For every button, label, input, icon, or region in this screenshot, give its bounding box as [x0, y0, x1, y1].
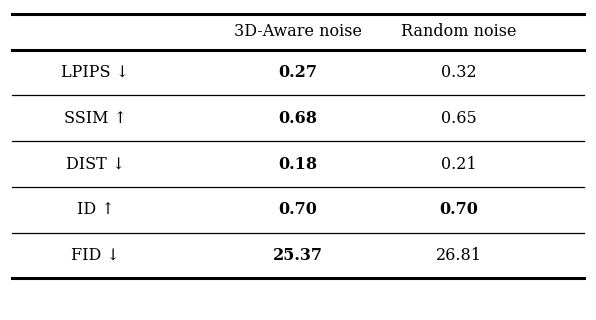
Text: 25.37: 25.37: [273, 247, 323, 264]
Text: 0.70: 0.70: [439, 201, 479, 218]
Text: Random noise: Random noise: [401, 23, 517, 41]
Text: 0.70: 0.70: [278, 201, 318, 218]
Text: 26.81: 26.81: [436, 247, 482, 264]
Text: DIST ↓: DIST ↓: [66, 156, 125, 172]
Text: 0.21: 0.21: [441, 156, 477, 172]
Text: 0.27: 0.27: [278, 64, 318, 81]
Text: 0.32: 0.32: [441, 64, 477, 81]
Text: FID ↓: FID ↓: [71, 247, 120, 264]
Text: 3D-Aware noise: 3D-Aware noise: [234, 23, 362, 41]
Text: 0.68: 0.68: [278, 110, 318, 127]
Text: 0.18: 0.18: [278, 156, 318, 172]
Text: 0.65: 0.65: [441, 110, 477, 127]
Text: ID ↑: ID ↑: [76, 201, 114, 218]
Text: LPIPS ↓: LPIPS ↓: [61, 64, 129, 81]
Text: SSIM ↑: SSIM ↑: [64, 110, 127, 127]
